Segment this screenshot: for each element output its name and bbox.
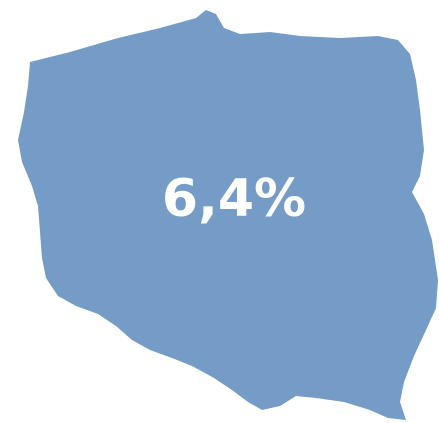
country-shape: [18, 10, 438, 420]
value-label: 6,4%: [162, 169, 306, 229]
